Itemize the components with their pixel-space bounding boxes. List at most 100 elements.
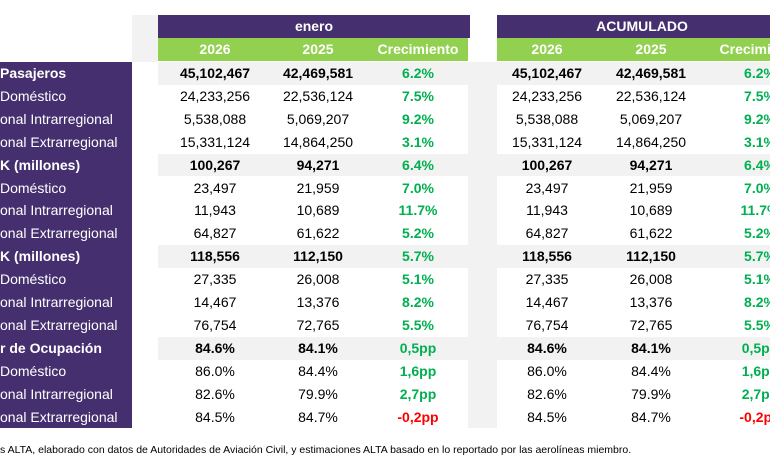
value-cell-2026: 82.6%: [195, 385, 235, 402]
value-cell-2025: 5,069,207: [286, 110, 350, 127]
table-row-month: 100,267 94,271 6.4%: [158, 153, 468, 177]
growth-cell: 8.2%: [744, 294, 770, 310]
value-cell-2025: 14,864,250: [615, 133, 687, 150]
value-cell-2026: 84.6%: [527, 339, 567, 356]
table-row-cumulative: 11,943 10,689 11.7%: [497, 199, 770, 222]
row-label: r de Ocupación: [0, 339, 102, 356]
growth-cell: 5.7%: [402, 248, 434, 265]
table-row-month: 64,827 61,622 5.2%: [158, 222, 468, 245]
table-row-month: 76,754 72,765 5.5%: [158, 314, 468, 337]
value-cell-2026: 76,754: [193, 316, 237, 333]
growth-cell: 11.7%: [398, 202, 438, 219]
value-cell-2026: 5,538,088: [183, 110, 247, 127]
growth-cell: 7.5%: [744, 87, 770, 104]
row-label: K (millones): [0, 156, 81, 173]
table-row-month: 14,467 13,376 8.2%: [158, 291, 468, 314]
growth-cell: 3.1%: [744, 133, 770, 150]
row-label: onal Extrarregional: [0, 316, 118, 333]
row-label: Doméstico: [0, 271, 67, 288]
value-cell-2026: 14,467: [193, 294, 237, 310]
value-cell-2025: 14,864,250: [282, 133, 354, 150]
growth-cell: 5.7%: [744, 248, 770, 265]
value-cell-2025: 84.4%: [631, 362, 671, 379]
subheader-cumulative: 2026 2025 Crecimiento: [497, 38, 770, 61]
value-cell-2026: 64,827: [193, 225, 237, 242]
value-cell-2026: 100,267: [189, 156, 241, 173]
value-cell-2026: 84.5%: [195, 408, 235, 425]
header-month: enero: [158, 15, 470, 38]
col-2025: 2025: [635, 41, 667, 57]
growth-cell: 5.2%: [744, 225, 770, 242]
row-label: Pasajeros: [0, 65, 67, 81]
growth-cell: 6.4%: [402, 156, 434, 173]
value-cell-2025: 10,689: [296, 202, 340, 219]
growth-cell: 2,7pp: [399, 385, 437, 402]
value-cell-2025: 26,008: [629, 271, 673, 288]
growth-cell: 5.1%: [744, 271, 770, 288]
growth-cell: 0,5pp: [399, 339, 437, 356]
value-cell-2026: 86.0%: [527, 362, 567, 379]
header-cumulative: ACUMULADO: [497, 15, 770, 38]
value-cell-2026: 100,267: [521, 156, 573, 173]
value-cell-2025: 94,271: [296, 156, 340, 173]
value-cell-2026: 82.6%: [527, 385, 567, 402]
table-row-month: 5,538,088 5,069,207 9.2%: [158, 108, 468, 131]
value-cell-2025: 112,150: [293, 248, 343, 265]
row-label: onal Intrarregional: [0, 294, 113, 310]
col-2026: 2026: [199, 41, 231, 57]
table-row-cumulative: 100,267 94,271 6.4%: [497, 153, 770, 177]
source-note: s ALTA, elaborado con datos de Autoridad…: [0, 444, 632, 456]
value-cell-2026: 45,102,467: [511, 65, 583, 81]
row-label: onal Intrarregional: [0, 385, 113, 402]
table-row-month: 11,943 10,689 11.7%: [158, 199, 468, 222]
table-row-cumulative: 82.6% 79.9% 2,7pp: [497, 383, 770, 406]
value-cell-2026: 84.6%: [195, 339, 235, 356]
growth-cell: 6.4%: [744, 156, 770, 173]
value-cell-2025: 13,376: [629, 294, 673, 310]
table-row-cumulative: 84.5% 84.7% -0,2pp: [497, 406, 770, 429]
growth-cell: 5.2%: [402, 225, 434, 242]
value-cell-2026: 23,497: [525, 179, 569, 196]
growth-cell: -0,2pp: [739, 408, 770, 425]
value-cell-2025: 112,150: [626, 248, 676, 265]
value-cell-2025: 84.1%: [631, 339, 671, 356]
value-cell-2026: 118,556: [190, 248, 240, 265]
value-cell-2025: 84.7%: [298, 408, 338, 425]
growth-cell: 8.2%: [402, 294, 434, 310]
value-cell-2026: 24,233,256: [179, 87, 251, 104]
value-cell-2026: 118,556: [522, 248, 572, 265]
value-cell-2025: 84.4%: [298, 362, 338, 379]
col-growth: Crecimiento: [377, 41, 459, 57]
row-label: Doméstico: [0, 362, 67, 379]
row-label: Doméstico: [0, 179, 67, 196]
value-cell-2026: 64,827: [525, 225, 569, 242]
value-cell-2025: 61,622: [629, 225, 673, 242]
value-cell-2025: 72,765: [296, 316, 340, 333]
growth-cell: 7.0%: [402, 179, 434, 196]
table-row-cumulative: 64,827 61,622 5.2%: [497, 222, 770, 245]
value-cell-2026: 14,467: [525, 294, 569, 310]
growth-cell: 3.1%: [402, 133, 434, 150]
value-cell-2025: 84.1%: [298, 339, 338, 356]
growth-cell: 9.2%: [402, 110, 434, 127]
row-label: onal Intrarregional: [0, 202, 113, 219]
growth-cell: 1,6pp: [399, 362, 437, 379]
header-corner: [132, 15, 158, 62]
table-row-month: 84.5% 84.7% -0,2pp: [158, 406, 468, 429]
table-row-month: 23,497 21,959 7.0%: [158, 177, 468, 200]
row-label: onal Extrarregional: [0, 133, 118, 150]
table-row-cumulative: 45,102,467 42,469,581 6.2%: [497, 62, 770, 85]
column-gap: [468, 62, 497, 428]
table-row-cumulative: 14,467 13,376 8.2%: [497, 291, 770, 314]
growth-cell: 5.5%: [402, 316, 434, 333]
value-cell-2026: 76,754: [525, 316, 569, 333]
value-cell-2026: 84.5%: [527, 408, 567, 425]
growth-cell: -0,2pp: [397, 408, 439, 425]
table-row-cumulative: 24,233,256 22,536,124 7.5%: [497, 85, 770, 108]
table-row-cumulative: 118,556 112,150 5.7%: [497, 245, 770, 269]
row-label: onal Intrarregional: [0, 110, 113, 127]
growth-cell: 5.5%: [744, 316, 770, 333]
row-label: K (millones): [0, 248, 81, 265]
table-row-month: 27,335 26,008 5.1%: [158, 268, 468, 291]
col-2025: 2025: [302, 41, 334, 57]
